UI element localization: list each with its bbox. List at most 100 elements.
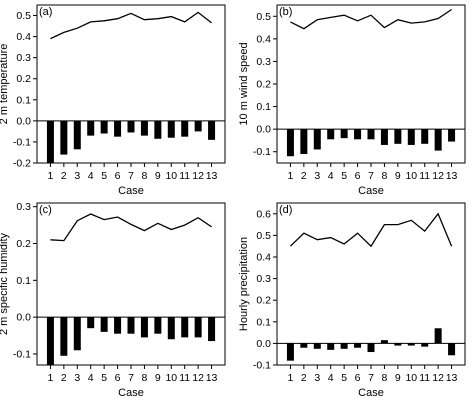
- line-series: [290, 8, 452, 30]
- bar: [380, 340, 388, 344]
- bar: [73, 317, 81, 351]
- y-tick-label: 0.6: [256, 208, 271, 220]
- bar: [73, 120, 81, 150]
- x-tick-label: 3: [74, 372, 80, 384]
- bar: [327, 343, 335, 350]
- panel-3: -0.10.00.10.20.30.40.50.61 2 3 4 5 6 7 8 9 10 11 12…: [238, 202, 466, 399]
- bar: [300, 343, 308, 348]
- y-tick-label: 0.1: [256, 316, 271, 328]
- bar: [421, 129, 429, 144]
- y-tick-label: 0.0: [16, 115, 31, 127]
- x-tick-label: 5: [101, 372, 107, 384]
- x-tick-label: 9: [155, 170, 161, 182]
- bar: [194, 317, 202, 338]
- panel-1: -0.10.00.10.20.30.40.51 2 3 4 5 6 7 8 9 10 11 12 13(…: [238, 4, 466, 197]
- line-series: [289, 212, 453, 248]
- y-tick-label: 0.5: [256, 11, 271, 23]
- x-tick-label: 1: [48, 372, 54, 384]
- x-tick-label: 13: [446, 170, 458, 182]
- bar: [367, 129, 375, 140]
- y-axis-label: 2 m temperature: [0, 44, 10, 125]
- x-tick-label: 8: [382, 372, 388, 384]
- bar: [154, 120, 162, 139]
- y-axis-label: Hourly precipitation: [238, 237, 250, 331]
- x-tick-label: 7: [128, 170, 134, 182]
- bar: [114, 120, 122, 137]
- line-series: [50, 11, 212, 40]
- x-tick-label: 13: [446, 372, 458, 384]
- bar: [340, 343, 348, 349]
- bar: [208, 120, 216, 140]
- bar: [87, 120, 95, 136]
- x-tick-label: 10: [405, 170, 417, 182]
- x-tick-label: 2: [301, 372, 307, 384]
- bar: [167, 120, 175, 138]
- bar: [167, 317, 175, 340]
- bar: [154, 317, 162, 334]
- bar: [354, 343, 362, 348]
- bar: [394, 343, 402, 346]
- y-tick-label: 0.1: [256, 101, 271, 113]
- y-axis-label: 2 m specific humidity: [0, 232, 10, 335]
- y-tick-label: 0.4: [16, 31, 31, 43]
- bar: [87, 317, 95, 329]
- y-tick-label: -0.1: [13, 136, 31, 148]
- panel-label: (c): [39, 204, 52, 216]
- x-tick-label: 6: [355, 372, 361, 384]
- x-tick-label: 5: [341, 372, 347, 384]
- y-tick-label: 0.2: [16, 238, 31, 250]
- x-tick-label: 7: [368, 372, 374, 384]
- y-tick-label: 0.2: [256, 79, 271, 91]
- y-tick-label: 0.4: [256, 33, 271, 45]
- y-tick-label: -0.1: [253, 360, 271, 372]
- bar: [367, 343, 375, 353]
- x-tick-label: 11: [179, 372, 190, 384]
- x-tick-label: 7: [128, 372, 134, 384]
- bar: [181, 317, 189, 338]
- bar: [60, 120, 68, 155]
- bar: [380, 129, 388, 145]
- bar: [434, 328, 442, 344]
- bar: [340, 129, 348, 139]
- y-tick-label: 0.3: [256, 273, 271, 285]
- bar: [46, 120, 54, 163]
- x-tick-label: 1: [288, 170, 294, 182]
- bar: [394, 129, 402, 144]
- x-tick-label: 1: [288, 372, 294, 384]
- bar: [407, 129, 415, 145]
- bar: [354, 129, 362, 140]
- y-tick-label: 0.1: [16, 94, 31, 106]
- x-tick-label: 4: [328, 170, 334, 182]
- x-tick-label: 6: [355, 170, 361, 182]
- panel-label: (d): [279, 204, 292, 216]
- x-tick-label: 13: [206, 170, 218, 182]
- x-tick-label: 10: [165, 372, 177, 384]
- x-tick-label: 12: [192, 372, 204, 384]
- bar: [100, 317, 108, 332]
- bar: [60, 317, 68, 356]
- y-tick-label: 0.2: [16, 73, 31, 85]
- x-tick-label: 12: [432, 170, 444, 182]
- bar: [100, 120, 108, 134]
- y-tick-label: 0.0: [256, 124, 271, 136]
- x-axis-label: Case: [358, 387, 384, 399]
- y-tick-label: 0.3: [16, 52, 31, 64]
- x-tick-label: 4: [88, 170, 94, 182]
- bar: [434, 129, 442, 151]
- x-tick-label: 2: [61, 170, 67, 182]
- bar: [313, 129, 321, 150]
- bar: [140, 120, 148, 136]
- y-tick-label: 0.0: [16, 312, 31, 324]
- x-tick-label: 7: [368, 170, 374, 182]
- x-tick-label: 2: [301, 170, 307, 182]
- y-tick-label: -0.2: [13, 158, 31, 170]
- bar: [448, 343, 456, 356]
- y-tick-label: 0.3: [256, 56, 271, 68]
- x-tick-label: 9: [395, 372, 401, 384]
- panel-0: -0.2-0.10.00.10.20.30.40.51 2 3 4 5 6 7 8 9 10 11 1…: [0, 4, 226, 197]
- y-tick-label: -0.1: [13, 348, 31, 360]
- bar: [448, 129, 456, 142]
- bar: [194, 120, 202, 132]
- bar: [286, 343, 294, 361]
